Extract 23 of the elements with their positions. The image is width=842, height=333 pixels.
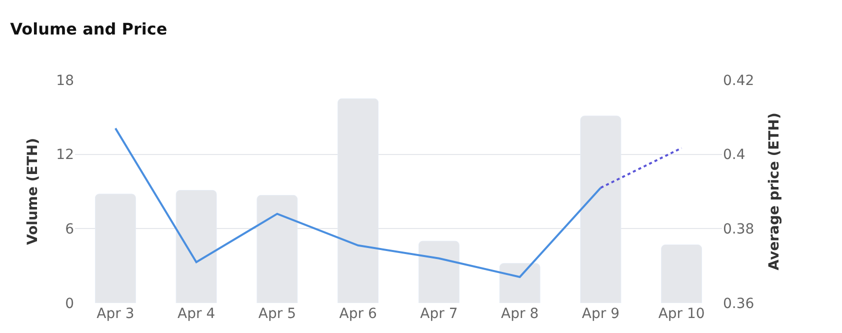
- y2-axis-title: Average price (ETH): [766, 112, 783, 270]
- bar: [418, 240, 460, 303]
- x-tick-label: Apr 3: [96, 306, 134, 322]
- line-series: [114, 127, 602, 278]
- x-tick-label: Apr 8: [501, 306, 539, 322]
- y-tick-label: 6: [65, 222, 74, 238]
- y2-tick-label: 0.42: [723, 72, 754, 89]
- bar: [499, 263, 540, 303]
- bar: [661, 244, 702, 303]
- x-tick-label: Apr 5: [258, 306, 296, 322]
- y-tick-label: 12: [56, 147, 74, 164]
- x-tick-label: Apr 9: [582, 306, 620, 322]
- x-tick-label: Apr 10: [658, 306, 705, 322]
- x-tick-label: Apr 6: [339, 306, 377, 322]
- y2-tick-label: 0.4: [723, 147, 746, 164]
- x-tick-label: Apr 7: [420, 306, 458, 322]
- x-tick-label: Apr 4: [178, 306, 216, 322]
- y2-tick-label: 0.38: [723, 222, 754, 238]
- y-tick-label: 0: [65, 296, 74, 312]
- y-axis-title: Volume (ETH): [24, 138, 41, 246]
- chart-title: Volume and Price: [10, 20, 168, 39]
- y-tick-label: 18: [56, 72, 74, 89]
- y2-tick-label: 0.36: [723, 296, 754, 312]
